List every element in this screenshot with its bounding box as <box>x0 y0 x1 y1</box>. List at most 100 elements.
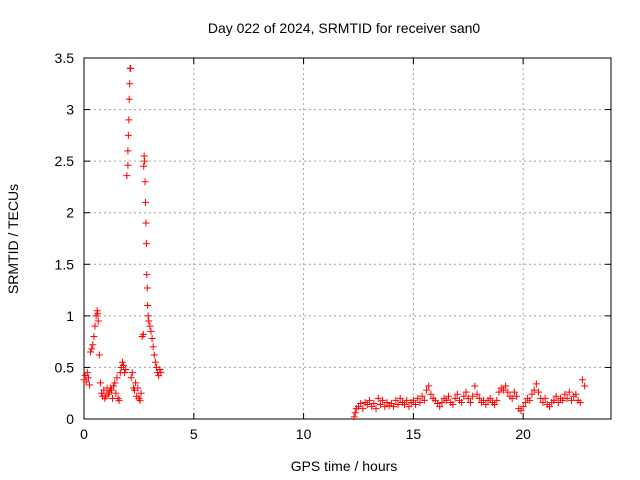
data-point <box>425 382 433 390</box>
data-point <box>486 394 494 402</box>
data-point <box>449 401 457 409</box>
data-point <box>438 398 446 406</box>
data-point <box>427 390 435 398</box>
data-point <box>482 401 490 409</box>
data-point <box>107 386 115 394</box>
x-tick-label: 0 <box>80 426 88 442</box>
data-point <box>519 403 527 411</box>
data-point <box>535 388 543 396</box>
data-point <box>123 172 131 180</box>
x-axis-label: GPS time / hours <box>291 458 398 474</box>
data-point <box>475 394 483 402</box>
data-point <box>451 394 459 402</box>
data-point <box>122 365 130 373</box>
chart-title: Day 022 of 2024, SRMTID for receiver san… <box>208 20 481 36</box>
data-point <box>394 401 402 409</box>
grid-lines <box>84 58 611 419</box>
data-point <box>94 317 102 325</box>
data-point <box>495 388 503 396</box>
y-tick-label: 3.5 <box>55 50 75 66</box>
data-point <box>89 341 97 349</box>
data-point <box>125 95 133 103</box>
data-point <box>414 394 422 402</box>
data-point <box>572 390 580 398</box>
y-axis-label: SRMTID / TECUs <box>5 184 21 294</box>
data-point <box>445 392 453 400</box>
data-point <box>141 178 149 186</box>
data-point <box>96 379 104 387</box>
data-point <box>559 396 567 404</box>
data-point <box>499 386 507 394</box>
data-point <box>128 369 136 377</box>
data-point <box>372 405 380 413</box>
y-tick-label: 1.5 <box>55 256 75 272</box>
data-point <box>510 388 518 396</box>
data-point <box>552 392 560 400</box>
data-point <box>466 398 474 406</box>
data-point <box>502 382 510 390</box>
data-point <box>550 396 558 404</box>
data-point <box>405 403 413 411</box>
data-point <box>374 394 382 402</box>
data-point <box>115 396 123 404</box>
data-point <box>90 332 98 340</box>
data-point <box>136 396 144 404</box>
data-point <box>513 392 521 400</box>
data-point <box>142 240 150 248</box>
data-point <box>576 398 584 406</box>
data-point <box>370 400 378 408</box>
x-tick-label: 10 <box>296 426 312 442</box>
data-point <box>493 396 501 404</box>
data-point <box>111 379 119 387</box>
data-point <box>409 396 417 404</box>
data-point <box>132 379 140 387</box>
data-point <box>453 390 461 398</box>
y-tick-label: 1 <box>66 308 74 324</box>
data-point <box>134 384 142 392</box>
data-point <box>418 392 426 400</box>
x-tick-label: 15 <box>406 426 422 442</box>
data-point <box>142 219 150 227</box>
data-point <box>88 345 96 353</box>
data-point <box>144 312 152 320</box>
data-point <box>504 388 512 396</box>
data-point <box>420 396 428 404</box>
data-point <box>403 396 411 404</box>
y-tick-label: 0.5 <box>55 359 75 375</box>
data-point <box>376 401 384 409</box>
data-point <box>137 389 145 397</box>
data-point <box>118 358 126 366</box>
data-point <box>363 401 371 409</box>
data-point <box>396 394 404 402</box>
data-point <box>508 394 516 402</box>
data-point <box>442 396 450 404</box>
data-point <box>82 378 90 386</box>
data-point <box>567 396 575 404</box>
y-tick-label: 3 <box>66 102 74 118</box>
data-point <box>146 322 154 330</box>
data-point <box>151 358 159 366</box>
data-point <box>120 361 128 369</box>
data-point <box>528 390 536 398</box>
data-point <box>127 374 135 382</box>
data-point <box>581 382 589 390</box>
data-point <box>392 396 400 404</box>
data-point <box>357 400 365 408</box>
y-tick-label: 2.5 <box>55 153 75 169</box>
data-point <box>526 396 534 404</box>
data-point <box>144 302 152 310</box>
data-point <box>125 116 133 124</box>
data-point <box>148 335 156 343</box>
data-point <box>381 403 389 411</box>
data-point <box>390 403 398 411</box>
data-point <box>141 157 149 165</box>
data-point <box>359 405 367 413</box>
data-point <box>546 403 554 411</box>
data-point <box>83 369 91 377</box>
data-point <box>124 131 132 139</box>
y-tick-label: 2 <box>66 205 74 221</box>
data-point <box>121 369 129 377</box>
data-point <box>521 398 529 406</box>
data-point <box>517 407 525 415</box>
data-point <box>471 382 479 390</box>
